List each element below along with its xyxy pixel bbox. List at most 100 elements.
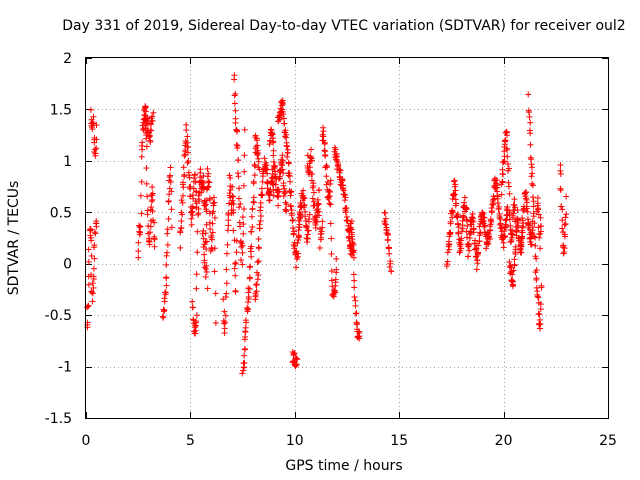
data-point (475, 242, 482, 249)
data-point (180, 164, 187, 171)
data-point (151, 243, 158, 250)
data-point (279, 166, 286, 173)
data-point (343, 204, 350, 211)
data-point (232, 107, 239, 114)
data-point (143, 180, 150, 187)
data-point (237, 257, 244, 264)
data-point (91, 255, 98, 262)
data-point (487, 216, 494, 223)
data-point (537, 223, 544, 230)
data-point (250, 199, 257, 206)
data-point (282, 127, 289, 134)
data-point (324, 164, 331, 171)
data-point (350, 249, 357, 256)
data-point (234, 170, 241, 177)
data-point (223, 266, 230, 273)
data-point (168, 206, 175, 213)
data-point (167, 179, 174, 186)
data-point (288, 212, 295, 219)
data-point (140, 125, 147, 132)
data-point (224, 227, 231, 234)
data-point (144, 114, 151, 121)
data-point (470, 215, 477, 222)
data-point (312, 217, 319, 224)
data-point (285, 159, 292, 166)
data-point (184, 143, 191, 150)
data-point (288, 188, 295, 195)
data-point (264, 180, 271, 187)
data-point (188, 215, 195, 222)
data-point (454, 214, 461, 221)
data-point (255, 245, 262, 252)
data-point (266, 197, 273, 204)
data-point (331, 287, 338, 294)
data-point (283, 201, 290, 208)
data-point (236, 185, 243, 192)
data-point (255, 150, 262, 157)
data-point (250, 194, 257, 201)
data-point (307, 154, 314, 161)
data-point (87, 227, 94, 234)
data-point (534, 194, 541, 201)
data-point (277, 105, 284, 112)
data-point (210, 200, 217, 207)
data-point (293, 355, 300, 362)
data-point (529, 182, 536, 189)
data-point (226, 172, 233, 179)
data-point (386, 250, 393, 257)
data-point (529, 224, 536, 231)
data-point (508, 230, 515, 237)
data-point (344, 217, 351, 224)
data-point (557, 171, 564, 178)
data-point (201, 251, 208, 258)
data-point (511, 256, 518, 263)
data-point (93, 136, 100, 143)
data-point (536, 311, 543, 318)
data-point (205, 178, 212, 185)
data-point (450, 192, 457, 199)
data-point (512, 243, 519, 250)
data-point (511, 196, 518, 203)
data-point (149, 190, 156, 197)
data-point (268, 130, 275, 137)
data-point (523, 189, 530, 196)
data-point (353, 321, 360, 328)
data-point (135, 248, 142, 255)
data-point (209, 229, 216, 236)
data-point (160, 308, 167, 315)
data-point (287, 202, 294, 209)
data-point (561, 221, 568, 228)
data-point (241, 168, 248, 175)
data-point (202, 273, 209, 280)
data-point (326, 193, 333, 200)
data-point (463, 206, 470, 213)
data-point (246, 274, 253, 281)
data-point (504, 160, 511, 167)
data-point (191, 324, 198, 331)
data-point (249, 206, 256, 213)
data-point (534, 293, 541, 300)
data-point (519, 215, 526, 222)
data-point (562, 220, 569, 227)
data-point (206, 219, 213, 226)
data-point (537, 321, 544, 328)
data-point (253, 137, 260, 144)
data-point (526, 113, 533, 120)
data-point (510, 214, 517, 221)
data-point (209, 220, 216, 227)
data-point (326, 187, 333, 194)
data-point (350, 241, 357, 248)
data-point (527, 119, 534, 126)
y-tick-label: 0.5 (50, 205, 72, 221)
data-point (506, 216, 513, 223)
data-point (322, 152, 329, 159)
data-point (451, 177, 458, 184)
data-point (148, 117, 155, 124)
data-point (192, 178, 199, 185)
data-point (251, 161, 258, 168)
data-point (459, 225, 466, 232)
data-point (137, 229, 144, 236)
data-point (221, 320, 228, 327)
data-point (481, 214, 488, 221)
data-point (197, 169, 204, 176)
